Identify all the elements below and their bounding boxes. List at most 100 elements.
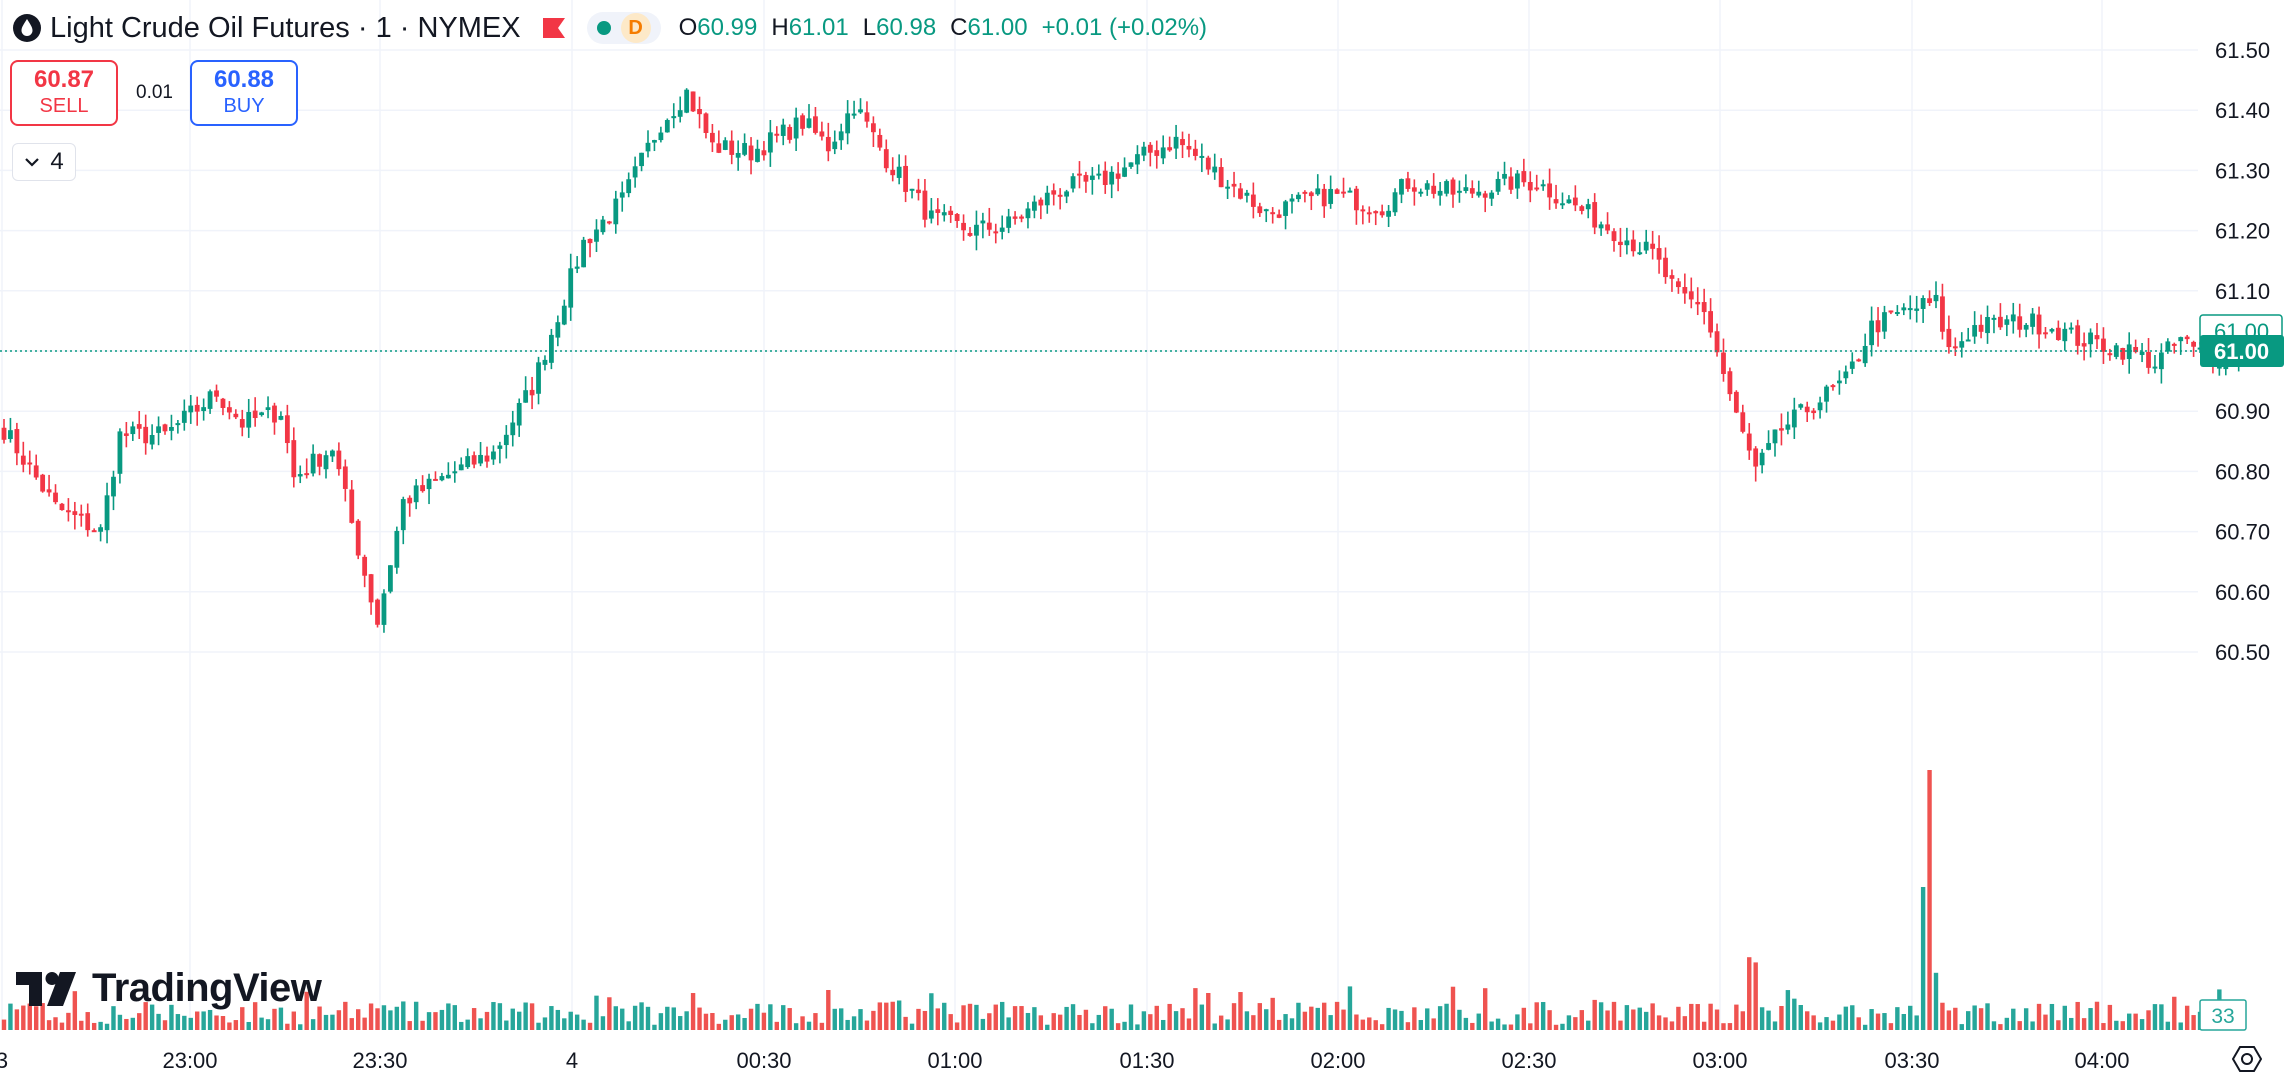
low-value: 60.98: [876, 14, 937, 41]
volume-bar: [658, 1013, 664, 1030]
volume-bar: [735, 1014, 741, 1030]
candle: [1727, 367, 1733, 401]
volume-bar: [214, 1015, 219, 1030]
volume-bar: [1425, 1008, 1430, 1030]
volume-bar: [1644, 1011, 1649, 1030]
volume-bar: [420, 1020, 425, 1030]
candle: [1315, 174, 1321, 196]
candle: [2036, 306, 2042, 349]
volume-bar: [1805, 1011, 1810, 1030]
volume-bar: [748, 1008, 754, 1030]
candle: [1688, 277, 1694, 309]
candle: [85, 503, 91, 537]
volume-bar: [478, 1018, 483, 1030]
volume-bar: [111, 1006, 116, 1030]
y-tick-label: 60.80: [2215, 459, 2270, 484]
sell-button[interactable]: 60.87 SELL: [10, 60, 118, 126]
candle: [748, 137, 754, 175]
volume-bar: [1457, 1009, 1462, 1030]
x-tick-label: 01:30: [1119, 1048, 1174, 1073]
candle: [1515, 170, 1520, 199]
volume-bar: [201, 1011, 206, 1030]
settings-icon[interactable]: [2232, 1044, 2262, 1074]
candle: [961, 214, 966, 241]
candle: [78, 504, 84, 527]
candle: [819, 121, 825, 141]
volume-bar: [993, 1004, 998, 1030]
candle: [1431, 173, 1437, 199]
volume-bars: [1, 770, 2241, 1030]
volume-bar: [407, 1021, 412, 1030]
volume-bar: [1624, 1005, 1630, 1030]
volume-bar: [639, 1002, 644, 1030]
volume-bar: [1012, 1006, 1018, 1030]
volume-bar: [85, 1012, 90, 1030]
candle: [1534, 174, 1540, 192]
volume-bar: [388, 1010, 393, 1030]
candle: [832, 130, 838, 155]
volume-bar: [1785, 990, 1791, 1030]
volume-value-box: [2199, 999, 2247, 1031]
candle: [2017, 303, 2023, 338]
candle: [1695, 287, 1701, 316]
volume-bar: [761, 1012, 767, 1030]
volume-bar: [1850, 1005, 1855, 1030]
volume-bar: [839, 1008, 844, 1030]
volume-bar: [2159, 1004, 2164, 1030]
candle: [1379, 204, 1385, 218]
candle: [143, 414, 149, 455]
volume-bar: [1998, 1024, 2003, 1030]
last-price-box: [2200, 335, 2284, 367]
candle: [1141, 141, 1147, 162]
volume-bar: [8, 1003, 13, 1030]
candle: [1759, 448, 1765, 474]
candle: [123, 422, 129, 448]
volume-bar: [1618, 1020, 1623, 1030]
candle: [967, 227, 973, 237]
market-status-pill[interactable]: D: [586, 12, 661, 44]
volume-bar: [1978, 1008, 1984, 1030]
volume-bar: [1064, 1006, 1069, 1030]
candle: [729, 130, 735, 165]
candle: [1843, 365, 1849, 384]
candle: [2094, 322, 2100, 350]
flag-icon[interactable]: [542, 18, 565, 38]
volume-bar: [1740, 1011, 1745, 1030]
candle: [1676, 278, 1681, 294]
indicators-toggle[interactable]: 4: [12, 143, 76, 181]
volume-bar: [117, 1014, 123, 1030]
volume-bar: [446, 1003, 451, 1030]
volume-bar: [1418, 1020, 1423, 1030]
volume-bar: [1225, 1019, 1230, 1030]
candle: [1064, 189, 1069, 204]
volume-bar: [285, 1023, 290, 1030]
volume-bar: [2069, 1017, 2074, 1030]
candle: [1122, 157, 1127, 178]
volume-bar: [877, 1002, 883, 1030]
volume-bar: [916, 1008, 921, 1030]
volume-bar: [1991, 1021, 1997, 1030]
candle: [1399, 178, 1404, 204]
candle: [1804, 401, 1810, 422]
volume-bar: [2011, 1008, 2016, 1030]
volume-bar: [1656, 1015, 1662, 1030]
symbol-title[interactable]: Light Crude Oil Futures · 1 · NYMEX: [50, 11, 521, 44]
volume-bar: [34, 1006, 39, 1030]
candle: [342, 459, 348, 502]
volume-bar: [896, 1000, 902, 1030]
candle: [1057, 188, 1063, 210]
buy-button[interactable]: 60.88 BUY: [190, 60, 298, 126]
time-axis[interactable]: 3 23:00 23:30 4 00:30 01:00 01:30 02:00 02:30 03:…: [0, 1048, 2130, 1073]
volume-bar: [104, 1023, 110, 1030]
candle: [2107, 348, 2113, 361]
volume-bar: [439, 1009, 445, 1030]
tradingview-logo[interactable]: TradingView: [16, 966, 322, 1011]
candle: [697, 96, 702, 129]
volume-bar: [781, 1005, 786, 1030]
x-tick-label: 03:00: [1692, 1048, 1747, 1073]
price-axis[interactable]: 61.50 61.40 61.30 61.20 61.10 61.00 60.90 60.80…: [2215, 38, 2270, 665]
volume-bar: [1669, 1021, 1675, 1030]
volume-bar: [542, 1017, 548, 1030]
candle: [1411, 179, 1417, 206]
